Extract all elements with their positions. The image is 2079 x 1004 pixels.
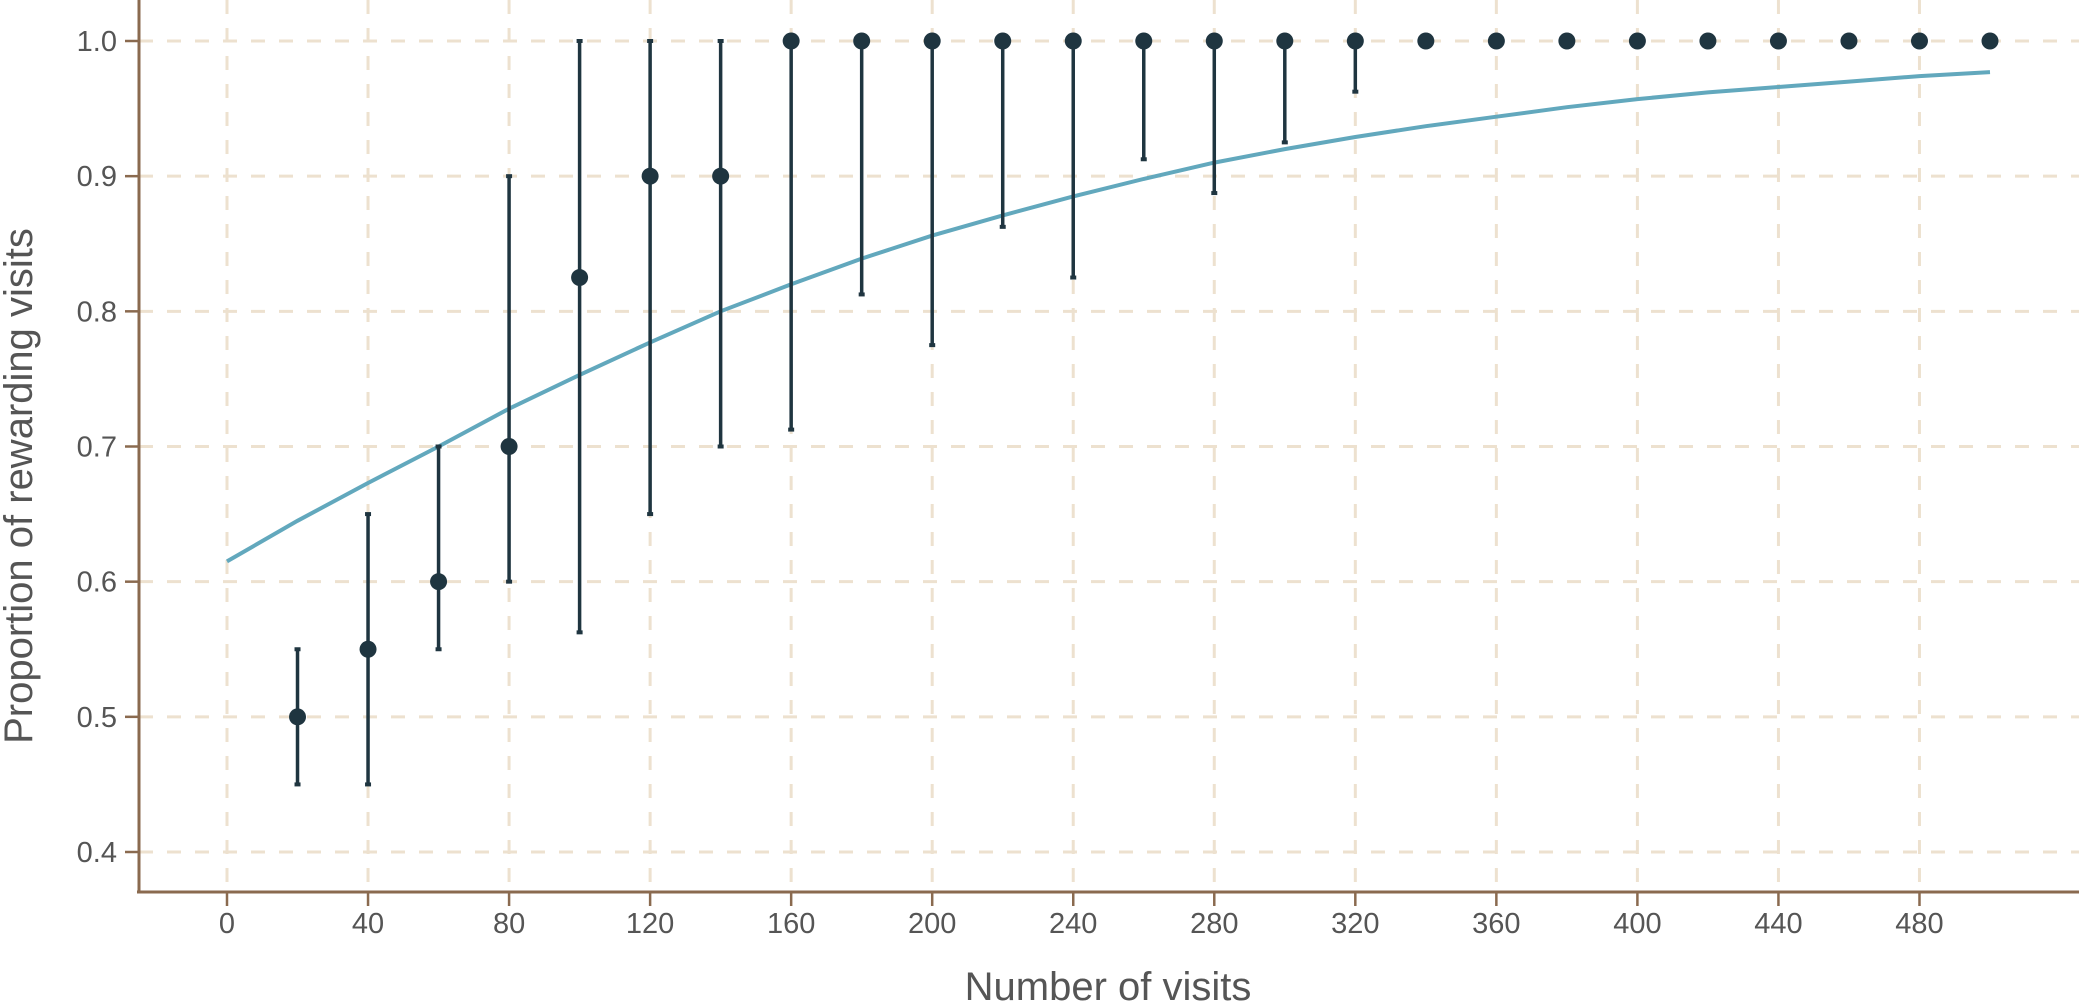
data-point — [1840, 32, 1858, 50]
x-tick-label: 0 — [219, 908, 235, 940]
data-point — [500, 438, 518, 455]
data-points — [289, 32, 1999, 726]
data-point — [571, 269, 589, 287]
x-tick-label: 360 — [1472, 908, 1520, 940]
x-tick-label: 80 — [493, 908, 525, 940]
x-tick-label: 400 — [1613, 908, 1661, 940]
data-point — [1205, 32, 1223, 50]
error-bars — [294, 39, 1359, 787]
data-point — [1981, 32, 1999, 50]
x-tick-label: 320 — [1331, 908, 1379, 940]
data-point — [1699, 32, 1717, 50]
data-point — [1628, 32, 1646, 50]
data-point — [1064, 32, 1082, 50]
x-tick-label: 120 — [626, 908, 674, 940]
y-tick-label: 0.9 — [77, 161, 117, 193]
data-point — [782, 32, 800, 50]
data-point — [1276, 32, 1294, 50]
data-point — [641, 167, 659, 185]
x-tick-label: 40 — [352, 908, 384, 940]
data-point — [289, 708, 307, 726]
data-point — [1769, 32, 1787, 50]
data-point — [1487, 32, 1505, 50]
x-tick-label: 280 — [1190, 908, 1238, 940]
y-tick-label: 0.8 — [77, 296, 117, 328]
data-point — [430, 573, 448, 591]
data-point — [1346, 32, 1364, 50]
x-tick-label: 200 — [908, 908, 956, 940]
data-point — [853, 32, 871, 50]
y-tick-label: 0.7 — [77, 432, 117, 464]
data-point — [994, 32, 1012, 50]
y-tick-label: 0.5 — [77, 702, 117, 734]
grid — [139, 0, 2079, 892]
fit-curve — [226, 70, 1991, 564]
data-point — [923, 32, 941, 50]
x-tick-label: 480 — [1895, 908, 1943, 940]
data-point — [1417, 32, 1435, 50]
data-point — [359, 640, 377, 658]
x-tick-label: 160 — [767, 908, 815, 940]
x-axis-title: Number of visits — [965, 965, 1252, 1004]
y-tick-label: 0.4 — [77, 837, 117, 869]
y-tick-label: 1.0 — [77, 26, 117, 58]
y-tick-label: 0.6 — [77, 567, 117, 599]
x-tick-label: 440 — [1754, 908, 1802, 940]
data-point — [1135, 32, 1153, 50]
data-point — [1910, 32, 1928, 50]
y-ticks: 0.4 0.5 0.6 0.7 0.8 0.9 1.0 — [77, 26, 139, 869]
data-point — [1558, 32, 1576, 50]
y-axis-title: Proportion of rewarding visits — [0, 228, 41, 744]
x-ticks: 0 40 80 120 160 200 240 280 320 360 400 440 480 — [219, 893, 1944, 940]
data-point — [712, 167, 730, 185]
x-tick-label: 240 — [1049, 908, 1097, 940]
